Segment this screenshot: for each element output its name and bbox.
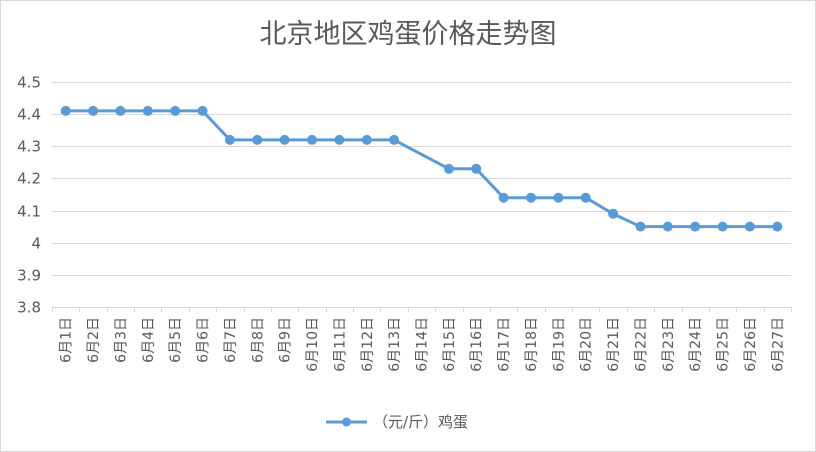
data-point [307,134,317,145]
y-tick-label: 4.3 [17,138,41,156]
data-point [498,192,509,203]
data-point [389,134,400,145]
data-point [197,105,208,116]
data-point [170,105,181,116]
x-tick-label: 6月15日 [442,317,458,372]
data-point [717,221,728,232]
legend: （元/斤）鸡蛋 [326,413,468,431]
data-point [60,105,71,116]
y-tick-label: 4.4 [17,106,41,124]
x-tick-label: 6月19日 [551,317,567,372]
data-point [471,163,482,174]
data-point [772,221,783,232]
data-point [279,134,290,145]
data-point [662,221,673,232]
x-tick-label: 6月12日 [360,317,376,372]
x-tick-label: 6月23日 [661,317,677,372]
x-tick-label: 6月14日 [415,317,431,372]
data-point [526,192,536,203]
data-point [361,134,372,145]
x-tick-label: 6月3日 [113,317,129,363]
data-point [224,134,235,145]
x-tick-label: 6月7日 [223,317,239,363]
data-point [252,134,263,145]
x-tick-label: 6月11日 [332,317,348,372]
x-tick-label: 6月18日 [524,317,540,372]
data-point [88,105,99,116]
y-tick-label: 4.2 [17,170,41,188]
data-point [635,221,646,232]
data-point [553,192,564,203]
x-tick-label: 6月16日 [469,317,485,372]
legend-label: （元/斤）鸡蛋 [373,413,468,431]
x-axis-ticks [52,307,792,312]
x-tick-label: 6月20日 [579,317,595,372]
x-tick-label: 6月13日 [387,317,403,372]
data-point [443,163,454,174]
x-tick-label: 6月2日 [86,317,102,363]
x-axis-labels: 6月1日 6月2日 6月3日 6月4日 6月5日 6月6日 6月7日 6月8日 6月9日 6月10… [59,317,787,372]
data-point [142,105,153,116]
x-tick-label: 6月5日 [168,317,184,363]
y-tick-label: 3.8 [17,299,41,317]
data-point [744,221,755,232]
x-tick-label: 6月6日 [196,317,212,363]
data-point [608,208,619,219]
x-tick-label: 6月27日 [770,317,786,372]
x-tick-label: 6月9日 [278,317,294,363]
x-tick-label: 6月26日 [743,317,759,372]
data-point [580,192,591,203]
data-point [115,105,126,116]
x-tick-label: 6月10日 [305,317,321,372]
legend-marker-swatch [342,417,351,427]
gridlines [52,82,791,308]
x-tick-label: 6月4日 [141,317,157,363]
x-tick-label: 6月1日 [59,317,75,363]
series-line-path [64,109,779,229]
y-tick-label: 4.1 [17,203,41,221]
x-tick-label: 6月17日 [497,317,513,372]
data-point [690,221,701,232]
x-tick-label: 6月24日 [688,317,704,372]
x-tick-label: 6月22日 [633,317,649,372]
y-tick-label: 4 [31,235,41,253]
data-point [334,134,345,145]
x-tick-label: 6月21日 [606,317,622,372]
chart-title: 北京地区鸡蛋价格走势图 [259,19,557,50]
series-line [60,105,783,232]
x-tick-label: 6月25日 [716,317,732,372]
y-tick-label: 3.9 [17,267,41,285]
y-axis-labels: 3.8 3.9 4 4.1 4.2 4.3 4.4 4.5 [17,74,41,317]
y-tick-label: 4.5 [17,74,41,92]
x-tick-label: 6月8日 [250,317,266,363]
